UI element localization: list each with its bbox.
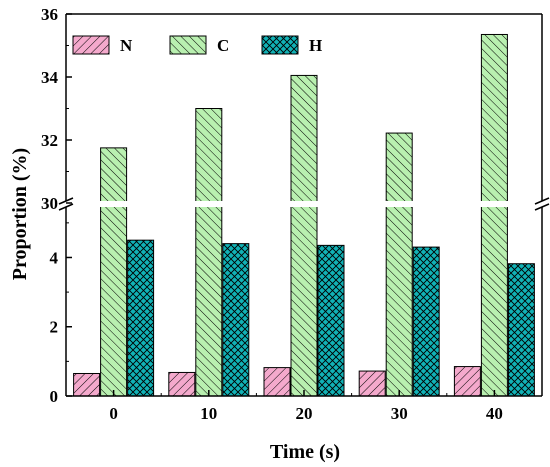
x-tick-label: 10 — [200, 404, 217, 423]
plot-area: 0 2 4 30 32 34 36 0 10 20 30 40 — [41, 5, 550, 423]
y-tick-label: 2 — [50, 318, 59, 337]
legend-swatch-c — [169, 35, 207, 55]
bar-h-20 — [317, 244, 345, 397]
y-tick-label: 0 — [50, 387, 59, 406]
bar-c-0 — [100, 147, 128, 397]
y-axis-title: Proportion (%) — [9, 148, 31, 280]
y-tick-label: 30 — [41, 194, 58, 213]
bar-h-40 — [507, 263, 535, 397]
bar-n-40 — [453, 366, 481, 397]
y-tick-label: 4 — [50, 248, 59, 267]
bar-h-0 — [127, 239, 155, 397]
axis-break-mark — [58, 197, 74, 205]
bar-c-10 — [195, 108, 223, 397]
legend-label-c: C — [217, 36, 229, 55]
x-tick-label: 30 — [391, 404, 408, 423]
axis-break-mark — [534, 203, 550, 211]
legend-swatch-h — [261, 35, 299, 55]
axis-break-gap — [64, 201, 544, 207]
bar-n-20 — [263, 367, 291, 397]
y-tick-label: 36 — [41, 5, 58, 24]
axis-break-mark — [58, 203, 74, 211]
legend-label-h: H — [309, 36, 322, 55]
legend-label-n: N — [120, 36, 133, 55]
y-tick-label: 34 — [41, 68, 59, 87]
bar-c-40 — [480, 33, 508, 397]
x-tick-label: 20 — [296, 404, 313, 423]
bar-n-30 — [358, 370, 386, 397]
axis-break-mark — [534, 197, 550, 205]
bar-c-30 — [385, 132, 413, 397]
x-axis-title: Time (s) — [270, 441, 340, 463]
bar-n-0 — [73, 372, 101, 397]
x-tick-label: 0 — [109, 404, 118, 423]
bar-n-10 — [168, 371, 196, 397]
y-tick-label: 32 — [41, 131, 58, 150]
x-tick-label: 40 — [486, 404, 503, 423]
bar-c-20 — [290, 74, 318, 397]
bar-h-30 — [412, 246, 440, 397]
bar-h-10 — [222, 243, 250, 397]
legend-swatch-n — [72, 35, 110, 55]
